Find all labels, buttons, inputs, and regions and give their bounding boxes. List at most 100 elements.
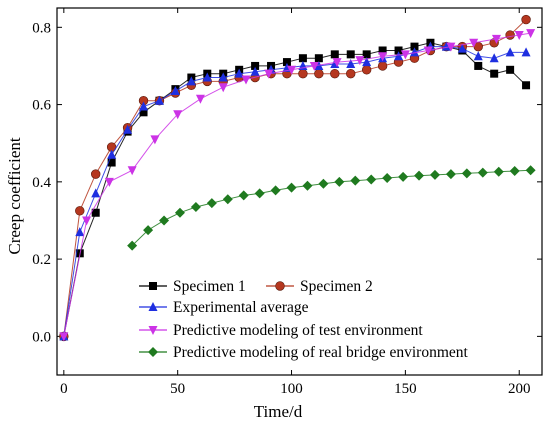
data-point xyxy=(330,50,339,59)
data-point xyxy=(75,206,85,216)
legend-swatch-marker xyxy=(149,282,157,290)
x-tick-label: 150 xyxy=(394,381,417,397)
data-point xyxy=(222,194,233,205)
data-point xyxy=(361,65,372,75)
data-point xyxy=(75,227,85,237)
y-tick-label: 0.0 xyxy=(32,329,51,345)
y-tick-label: 0.4 xyxy=(32,175,51,191)
data-point xyxy=(250,66,260,76)
data-point xyxy=(429,169,440,180)
data-point xyxy=(318,178,329,189)
data-point xyxy=(489,53,499,63)
data-point xyxy=(461,168,472,179)
series-line xyxy=(131,169,531,246)
data-point xyxy=(457,43,467,53)
data-point xyxy=(505,47,515,57)
x-tick-label: 0 xyxy=(60,381,68,397)
data-point xyxy=(521,47,531,57)
data-point xyxy=(445,169,456,180)
data-point xyxy=(493,166,504,177)
data-point xyxy=(490,69,499,78)
data-point xyxy=(139,101,149,111)
data-point xyxy=(350,175,361,186)
x-tick-label: 50 xyxy=(170,381,185,397)
y-tick-label: 0.2 xyxy=(32,252,51,268)
data-point xyxy=(346,59,356,69)
series-5 xyxy=(127,165,536,251)
data-point xyxy=(264,69,274,79)
data-point xyxy=(218,83,228,93)
data-point xyxy=(509,166,520,177)
data-point xyxy=(355,56,365,66)
data-point xyxy=(441,41,451,51)
data-point xyxy=(334,176,345,187)
data-point xyxy=(91,169,101,179)
data-point xyxy=(394,46,403,55)
data-point xyxy=(506,65,515,74)
series-3 xyxy=(59,41,531,341)
legend: Specimen 1 Specimen 2 Experimental average… xyxy=(139,278,469,361)
data-point xyxy=(143,225,154,236)
data-point xyxy=(377,61,388,71)
legend-label: Experimental average xyxy=(173,299,309,316)
data-point xyxy=(314,54,323,63)
x-tick-label: 100 xyxy=(280,381,303,397)
data-point xyxy=(382,172,393,183)
data-point xyxy=(234,68,244,78)
legend-label: Predictive modeling of real bridge envir… xyxy=(173,344,469,361)
data-point xyxy=(332,58,342,68)
data-point xyxy=(127,166,137,176)
data-point xyxy=(514,31,524,41)
data-point xyxy=(298,54,307,63)
data-point xyxy=(241,75,251,85)
data-point xyxy=(414,170,425,181)
data-point xyxy=(150,135,160,145)
data-point xyxy=(477,167,488,178)
y-axis-title: Creep coefficient xyxy=(5,137,24,254)
data-point xyxy=(446,42,456,52)
data-point xyxy=(218,72,228,82)
legend-swatch-marker xyxy=(148,326,158,335)
data-point xyxy=(127,240,138,251)
series-1 xyxy=(59,38,531,341)
data-point xyxy=(174,207,185,218)
data-point xyxy=(505,30,515,40)
data-point xyxy=(423,46,433,56)
data-point xyxy=(362,57,372,67)
data-point xyxy=(491,34,501,44)
data-point xyxy=(202,72,212,82)
data-point xyxy=(378,52,388,62)
y-tick-label: 0.6 xyxy=(32,98,51,114)
data-point xyxy=(526,29,536,39)
data-point xyxy=(286,182,297,193)
data-point xyxy=(195,94,205,104)
data-point xyxy=(104,177,114,187)
data-point xyxy=(190,201,201,212)
data-point xyxy=(525,165,536,176)
data-point xyxy=(400,50,410,60)
series-line xyxy=(63,46,527,337)
data-point xyxy=(59,332,69,342)
plot-frame xyxy=(56,7,543,376)
data-point xyxy=(107,149,117,159)
data-point xyxy=(378,46,387,55)
data-point xyxy=(287,65,297,75)
data-point xyxy=(123,124,133,134)
data-point xyxy=(410,42,419,51)
data-point xyxy=(107,158,116,167)
data-point xyxy=(346,50,355,59)
legend-swatch-marker xyxy=(148,347,158,357)
data-point xyxy=(398,171,409,182)
legend-swatch-marker xyxy=(148,302,158,311)
data-point xyxy=(173,110,183,120)
data-point xyxy=(394,51,404,61)
data-point xyxy=(170,86,180,96)
data-point xyxy=(346,68,356,79)
data-point xyxy=(238,190,249,201)
data-point xyxy=(362,50,371,59)
legend-label: Specimen 1 xyxy=(173,278,246,295)
data-point xyxy=(522,81,531,90)
data-point xyxy=(309,61,319,71)
